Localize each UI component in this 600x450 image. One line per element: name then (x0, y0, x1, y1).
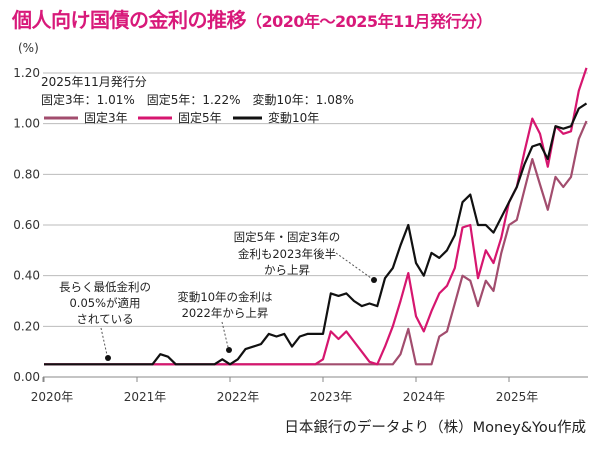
legend: 2025年11月発行分 固定3年：1.01% 固定5年：1.22% 変動10年：… (41, 75, 354, 125)
y-tick-label: 0.00 (13, 370, 40, 384)
annotation-line: 固定5年・固定3年の (234, 230, 341, 244)
annotation-min-rate: 長らく最低金利の 0.05%が適用 されている (59, 280, 151, 361)
series-line-variable10 (44, 102, 588, 366)
legend-label-fixed3: 固定3年 (84, 110, 128, 125)
annotation-line: 0.05%が適用 (69, 296, 140, 310)
summary-heading: 2025年11月発行分 (41, 75, 147, 89)
summary-values: 固定3年：1.01% 固定5年：1.22% 変動10年：1.08% (41, 92, 354, 107)
x-tick-label: 2023年 (310, 390, 353, 404)
title-sub: （2020年～2025年11月発行分） (246, 12, 492, 31)
annotation-variable-rise: 変動10年の金利は 2022年から上昇 (177, 290, 273, 353)
chart-title: 個人向け国債の金利の推移（2020年～2025年11月発行分） (12, 4, 492, 33)
annotation-line: されている (76, 312, 133, 326)
y-tick-label: 0.80 (13, 167, 40, 181)
annotation-fixed-rise: 固定5年・固定3年の 金利も2023年後半 から上昇 (234, 230, 377, 283)
y-tick-label: 0.60 (13, 218, 40, 232)
annotation-line: 長らく最低金利の (59, 280, 151, 294)
annotation-dot (371, 277, 377, 283)
x-tick-label: 2024年 (403, 390, 446, 404)
x-tick-label: 2020年 (31, 390, 74, 404)
annotation-dot (226, 347, 232, 353)
annotation-line: 金利も2023年後半 (238, 247, 336, 261)
x-tick-label: 2025年 (496, 390, 539, 404)
y-tick-label: 0.20 (13, 319, 40, 333)
annotation-leader (335, 252, 372, 279)
title-main: 個人向け国債の金利の推移 (12, 8, 247, 32)
x-tick-label: 2022年 (217, 390, 260, 404)
annotation-line: 変動10年の金利は (177, 290, 272, 304)
legend-label-fixed5: 固定5年 (178, 110, 222, 125)
y-tick-label: 1.20 (13, 66, 40, 80)
x-tick-label: 2021年 (124, 390, 167, 404)
y-tick-label: 0.40 (13, 269, 40, 283)
annotation-line: 2022年から上昇 (182, 306, 269, 320)
annotation-leader (100, 327, 108, 356)
annotation-line: から上昇 (264, 263, 310, 277)
annotation-dot (105, 355, 111, 361)
y-tick-label: 1.00 (13, 117, 40, 131)
source-note: 日本銀行のデータより（株）Money&You作成 (284, 420, 586, 436)
legend-label-variable10: 変動10年 (268, 110, 319, 125)
y-axis-unit: (%) (18, 41, 39, 55)
annotation-leader (221, 321, 229, 348)
